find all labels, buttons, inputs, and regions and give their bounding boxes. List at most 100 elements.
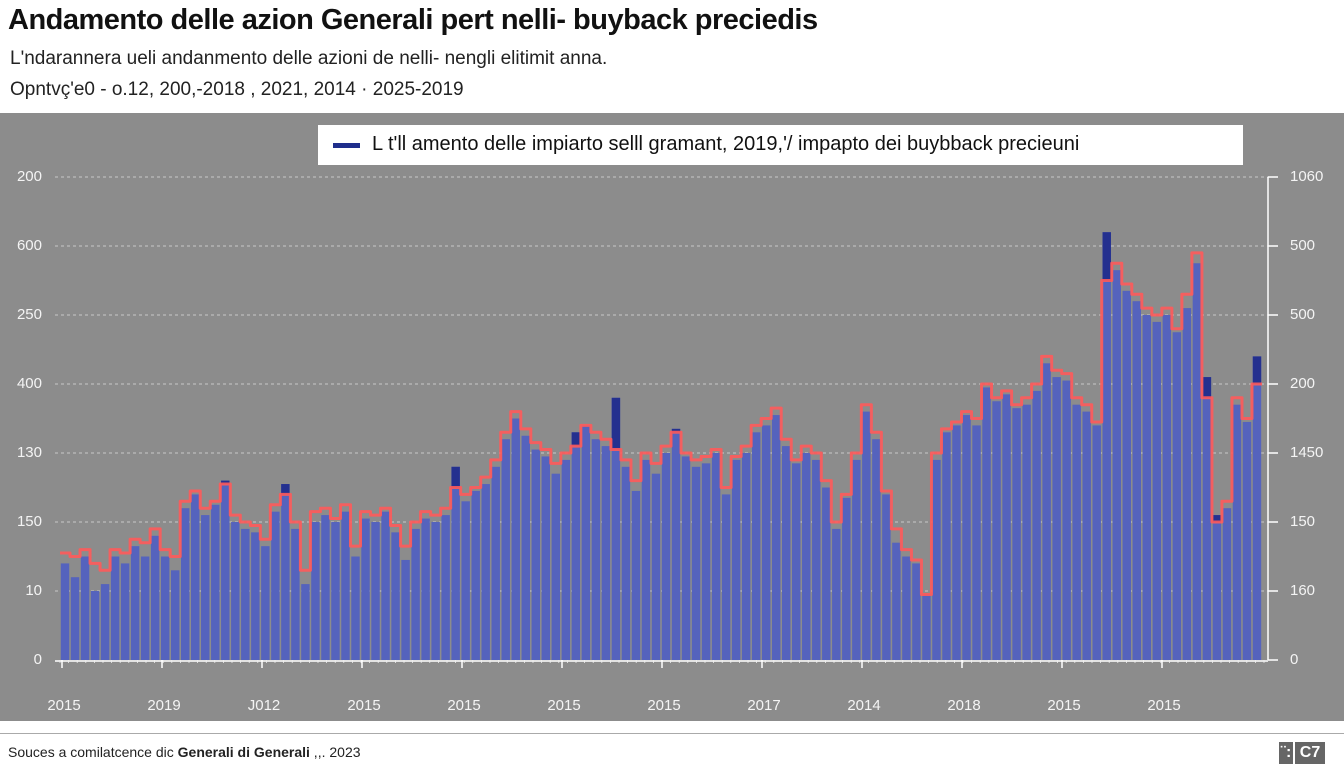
bar xyxy=(741,453,751,660)
y-tick-label-left: 10 xyxy=(25,582,42,599)
bar xyxy=(1042,363,1051,660)
bar xyxy=(1062,380,1071,660)
bar xyxy=(641,459,651,660)
bar xyxy=(261,546,270,660)
bar xyxy=(882,494,891,660)
bar xyxy=(90,591,100,660)
bar xyxy=(491,466,500,660)
bar xyxy=(481,484,490,660)
y-tick-label-right: 1060 xyxy=(1290,168,1324,185)
bar xyxy=(1092,425,1101,660)
bar xyxy=(771,415,781,660)
bar xyxy=(70,577,80,660)
legend-swatch-bars xyxy=(333,143,360,148)
y-tick-label-left: 200 xyxy=(16,168,42,185)
bar-cap xyxy=(671,428,681,433)
bar xyxy=(181,508,190,660)
x-tick-label: 2015 xyxy=(347,697,381,714)
x-tick-label: 2015 xyxy=(47,697,81,714)
y-tick-label-right: 500 xyxy=(1290,237,1316,254)
bar xyxy=(631,490,641,660)
bar xyxy=(661,453,671,660)
bar xyxy=(591,439,601,660)
bar-cap xyxy=(451,466,460,488)
bar xyxy=(150,535,160,660)
bar xyxy=(120,563,130,660)
bar xyxy=(110,556,120,660)
bar xyxy=(1182,308,1192,660)
bar xyxy=(511,418,520,660)
bar xyxy=(100,584,110,660)
chart-title: Andamento delle azion Generali pert nell… xyxy=(8,4,818,36)
bar xyxy=(681,456,691,660)
bar xyxy=(962,415,971,660)
bar xyxy=(241,528,250,660)
bar xyxy=(401,559,410,660)
bar-cap xyxy=(1252,356,1262,384)
x-tick-label: 2015 xyxy=(1147,697,1181,714)
bar xyxy=(1122,290,1131,660)
y-tick-label-left: 150 xyxy=(16,513,42,530)
bar xyxy=(992,401,1001,660)
x-tick-label: 2015 xyxy=(447,697,481,714)
bar xyxy=(922,594,931,660)
bar xyxy=(1232,404,1242,660)
bar xyxy=(671,428,681,660)
bar xyxy=(1152,321,1162,660)
bar xyxy=(1132,301,1141,660)
logo-mark-right: C7 xyxy=(1295,742,1325,764)
bar xyxy=(701,463,711,660)
bar xyxy=(170,570,180,660)
bar xyxy=(1202,377,1212,660)
bar xyxy=(751,432,761,660)
bar-cap xyxy=(281,484,290,495)
bar xyxy=(441,515,450,660)
bar xyxy=(832,528,841,660)
bar xyxy=(231,522,240,660)
bar xyxy=(211,504,220,660)
source-name: Generali di Generali xyxy=(177,744,310,760)
bar xyxy=(1072,404,1081,660)
bar xyxy=(972,425,981,660)
bar xyxy=(852,459,861,660)
bar xyxy=(761,425,771,660)
x-tick-label: 2015 xyxy=(1047,697,1081,714)
bar xyxy=(531,449,540,660)
bar xyxy=(191,494,200,660)
bar xyxy=(1102,232,1111,660)
bar xyxy=(872,439,881,660)
x-tick-label: J012 xyxy=(247,697,281,714)
y-tick-label-right: 150 xyxy=(1290,513,1316,530)
bar xyxy=(381,511,390,660)
bar xyxy=(251,532,260,660)
bar xyxy=(80,556,90,660)
bar xyxy=(551,473,561,660)
bar xyxy=(1212,515,1222,660)
y-tick-label-right: 500 xyxy=(1290,306,1316,323)
bar xyxy=(130,546,140,660)
bar xyxy=(281,484,290,660)
bar xyxy=(1162,315,1172,660)
bar xyxy=(271,511,280,660)
x-tick-label: 2015 xyxy=(647,697,681,714)
bar xyxy=(912,563,921,660)
bar xyxy=(541,456,551,660)
bar xyxy=(140,556,150,660)
bar xyxy=(1172,332,1182,660)
bar xyxy=(371,522,380,660)
bar xyxy=(221,480,230,660)
bar xyxy=(1022,404,1031,660)
bar xyxy=(812,459,821,660)
bar xyxy=(862,411,871,660)
bar xyxy=(1142,315,1152,660)
x-tick-label: 2018 xyxy=(947,697,981,714)
source-suffix: ,,. 2023 xyxy=(309,744,361,760)
x-tick-label: 2019 xyxy=(147,697,181,714)
bar xyxy=(301,584,310,660)
chart-subtitle: L'ndarannera ueli andanmento delle azion… xyxy=(10,48,608,69)
bar xyxy=(291,528,300,660)
bar-cap xyxy=(611,397,621,450)
source-prefix: Souces a comilatcence dic xyxy=(8,744,178,760)
y-tick-label-left: 0 xyxy=(33,651,42,668)
